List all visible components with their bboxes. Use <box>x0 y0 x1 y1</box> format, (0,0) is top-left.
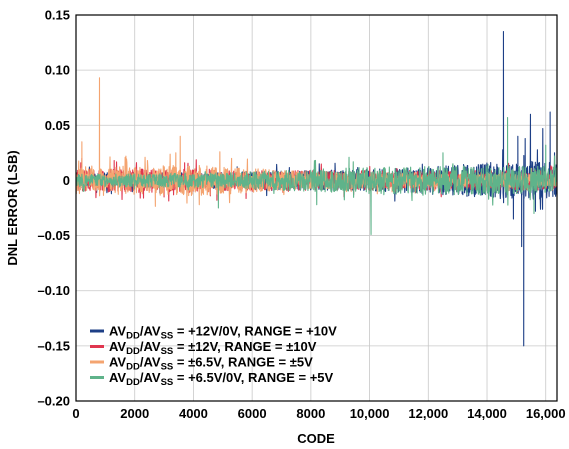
x-tick-label: 8000 <box>296 406 325 421</box>
legend: AVDD/AVSS = +12V/0V, RANGE = +10VAVDD/AV… <box>90 324 337 388</box>
x-tick-label: 2000 <box>120 406 149 421</box>
series-line-4 <box>76 117 557 236</box>
x-tick-label: 12,000 <box>408 406 448 421</box>
y-tick-label: 0.15 <box>45 8 70 23</box>
y-tick-label: –0.05 <box>37 228 70 243</box>
y-tick-label: –0.15 <box>37 338 70 353</box>
legend-entry-1: AVDD/AVSS = +12V/0V, RANGE = +10V <box>109 324 337 342</box>
x-tick-label: 10,000 <box>350 406 390 421</box>
legend-entry-4: AVDD/AVSS = +6.5V/0V, RANGE = +5V <box>109 370 334 388</box>
legend-entry-2: AVDD/AVSS = ±12V, RANGE = ±10V <box>109 339 317 357</box>
y-tick-label: 0 <box>63 173 70 188</box>
y-tick-label: –0.10 <box>37 283 70 298</box>
axis-ticks: 0 2000 4000 6000 8000 10,000 12,000 14,000 16,00… <box>37 8 565 422</box>
x-tick-label: 14,000 <box>467 406 507 421</box>
x-tick-label: 6000 <box>238 406 267 421</box>
x-tick-label: 0 <box>72 406 79 421</box>
series-layer <box>76 30 557 347</box>
plot-background <box>76 15 557 401</box>
y-axis-title: DNL ERROR (LSB) <box>5 150 20 265</box>
legend-entry-3: AVDD/AVSS = ±6.5V, RANGE = ±5V <box>109 355 313 373</box>
x-tick-label: 16,000 <box>526 406 566 421</box>
y-tick-label: –0.20 <box>37 394 70 409</box>
x-tick-label: 4000 <box>179 406 208 421</box>
y-tick-label: 0.10 <box>45 63 70 78</box>
plot-frame <box>75 14 558 402</box>
x-axis-title: CODE <box>297 431 335 446</box>
y-tick-label: 0.05 <box>45 118 70 133</box>
